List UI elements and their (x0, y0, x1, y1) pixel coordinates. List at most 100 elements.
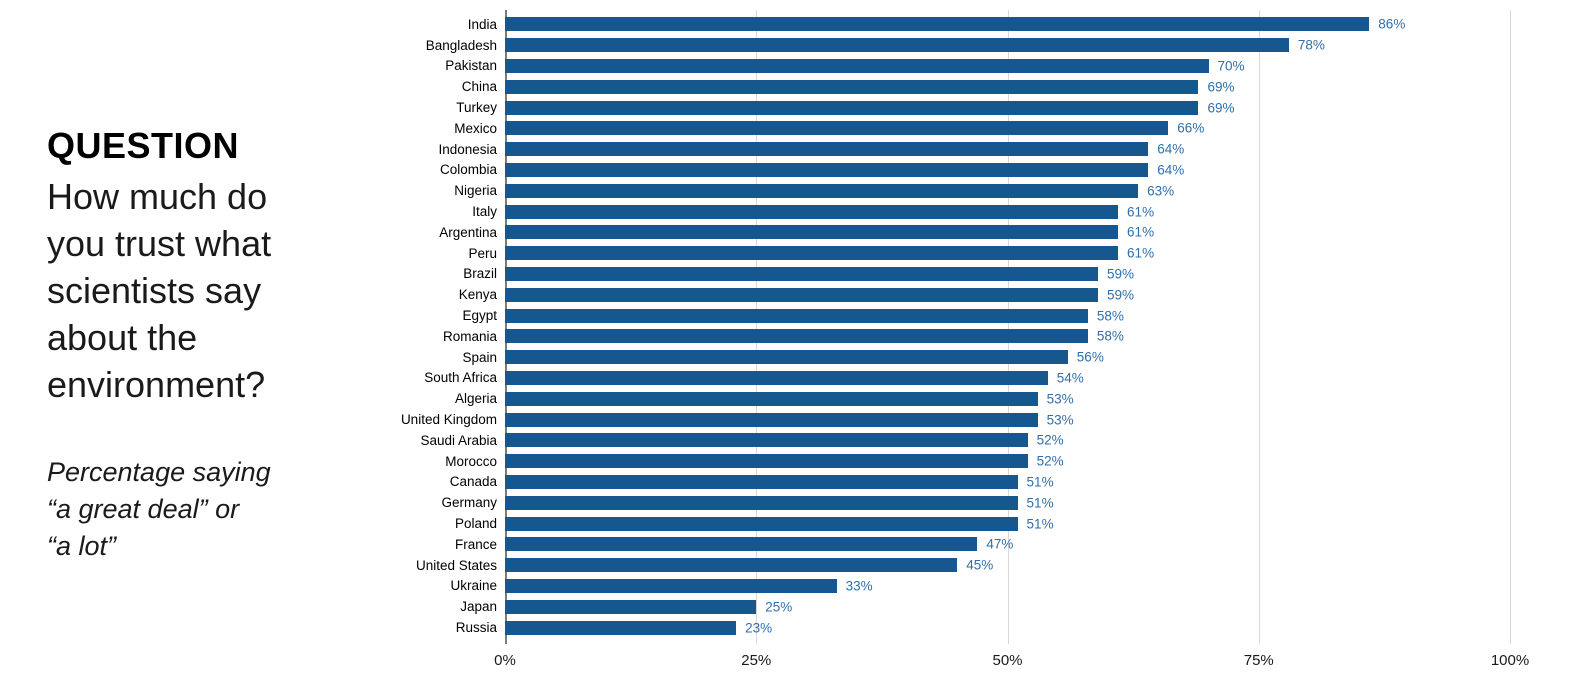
value-label: 58% (1096, 328, 1124, 344)
question-heading: QUESTION (47, 125, 240, 166)
bar-track: 25% (505, 599, 1510, 615)
bar-row: Peru 61% (367, 243, 1527, 264)
category-label: Indonesia (438, 141, 497, 157)
bar-track: 58% (505, 328, 1510, 344)
category-label: Brazil (463, 266, 497, 282)
category-label: China (461, 79, 497, 95)
bar-row: Mexico 66% (367, 118, 1527, 139)
x-axis: 0% 25% 50% 75% 100% (494, 650, 1529, 672)
bar-track: 61% (505, 204, 1510, 220)
bar-track: 33% (505, 578, 1510, 594)
bar-chart: India 86% Bangladesh 78% Pakistan 70% China 69%… (367, 10, 1529, 675)
bar-track: 52% (505, 433, 1510, 448)
category-label: Ukraine (450, 578, 497, 594)
bar-track: 66% (505, 120, 1510, 136)
category-label: Pakistan (445, 58, 497, 74)
bar-row: Brazil 59% (367, 264, 1527, 285)
bar (505, 308, 1088, 323)
category-label: Poland (454, 516, 497, 532)
bar (505, 495, 1018, 510)
category-label: Peru (468, 245, 497, 261)
bar (505, 142, 1149, 157)
bar-row: Argentina 61% (367, 222, 1527, 243)
category-label: Morocco (445, 453, 497, 469)
category-label: Russia (455, 620, 497, 635)
bar-track: 58% (505, 308, 1510, 323)
bar-track: 61% (505, 246, 1510, 261)
bar (505, 79, 1199, 94)
value-label: 70% (1217, 58, 1245, 74)
value-label: 63% (1147, 183, 1175, 199)
value-label: 51% (1026, 516, 1054, 532)
bar-row: South Africa 54% (367, 368, 1527, 389)
bar-rows: India 86% Bangladesh 78% Pakistan 70% China 69%… (367, 10, 1527, 638)
x-tick-label: 50% (992, 652, 1023, 669)
bar-track: 59% (505, 266, 1510, 281)
bar-row: Algeria 53% (367, 388, 1527, 409)
category-label: Canada (449, 474, 497, 490)
bar (505, 537, 978, 552)
value-label: 25% (765, 599, 793, 615)
gridlines (505, 10, 1511, 644)
bar-track: 61% (505, 225, 1510, 240)
bar-row: Indonesia 64% (367, 139, 1527, 160)
bar-row: Canada 51% (367, 472, 1527, 493)
category-label: Kenya (458, 287, 497, 303)
bar-track: 52% (505, 454, 1510, 469)
bar (505, 329, 1088, 344)
bar-track: 56% (505, 349, 1510, 365)
bar (505, 620, 737, 635)
bar (505, 204, 1119, 219)
bar-row: United Kingdom 53% (367, 409, 1527, 430)
value-label: 45% (966, 557, 994, 573)
bar-track: 54% (505, 370, 1510, 385)
category-label: Romania (442, 328, 497, 344)
value-label: 86% (1378, 16, 1406, 32)
bar (505, 558, 958, 573)
value-label: 61% (1127, 204, 1155, 220)
gridline-100 (1510, 10, 1511, 644)
category-label: India (467, 16, 497, 32)
bar (505, 412, 1038, 427)
gridline-75 (1258, 10, 1260, 644)
value-label: 56% (1076, 349, 1104, 365)
x-tick-label: 25% (741, 652, 772, 669)
bar-row: Russia 23% (367, 617, 1527, 638)
y-axis-line (505, 10, 507, 644)
bar-track: 69% (505, 79, 1510, 94)
category-label: Japan (460, 599, 497, 615)
category-label: Algeria (454, 391, 497, 407)
value-label: 23% (745, 620, 773, 635)
value-label: 53% (1046, 391, 1074, 407)
bar-row: United States 45% (367, 555, 1527, 576)
bar-row: Turkey 69% (367, 97, 1527, 118)
measure-note: Percentage saying “a great deal” or “a l… (47, 457, 271, 561)
bar-track: 70% (505, 58, 1510, 74)
bar-track: 64% (505, 142, 1510, 157)
value-label: 78% (1297, 37, 1325, 53)
bar-row: Colombia 64% (367, 160, 1527, 181)
bar (505, 162, 1149, 177)
value-label: 33% (845, 578, 873, 594)
bar (505, 246, 1119, 261)
x-tick-label: 0% (494, 652, 516, 669)
category-label: France (454, 536, 497, 552)
value-label: 51% (1026, 495, 1054, 511)
bar (505, 38, 1289, 53)
bar-track: 63% (505, 183, 1510, 199)
bar-row: Japan 25% (367, 596, 1527, 617)
bar (505, 266, 1098, 281)
bar (505, 370, 1048, 385)
x-tick-label: 100% (1490, 652, 1530, 669)
bar (505, 287, 1098, 302)
bar-row: Kenya 59% (367, 284, 1527, 305)
bar (505, 350, 1068, 365)
value-label: 66% (1177, 120, 1205, 136)
category-label: Italy (472, 204, 497, 220)
bar-track: 51% (505, 495, 1510, 511)
bar (505, 516, 1018, 531)
category-label: Egypt (462, 308, 497, 324)
bar-row: Italy 61% (367, 201, 1527, 222)
bar (505, 474, 1018, 489)
